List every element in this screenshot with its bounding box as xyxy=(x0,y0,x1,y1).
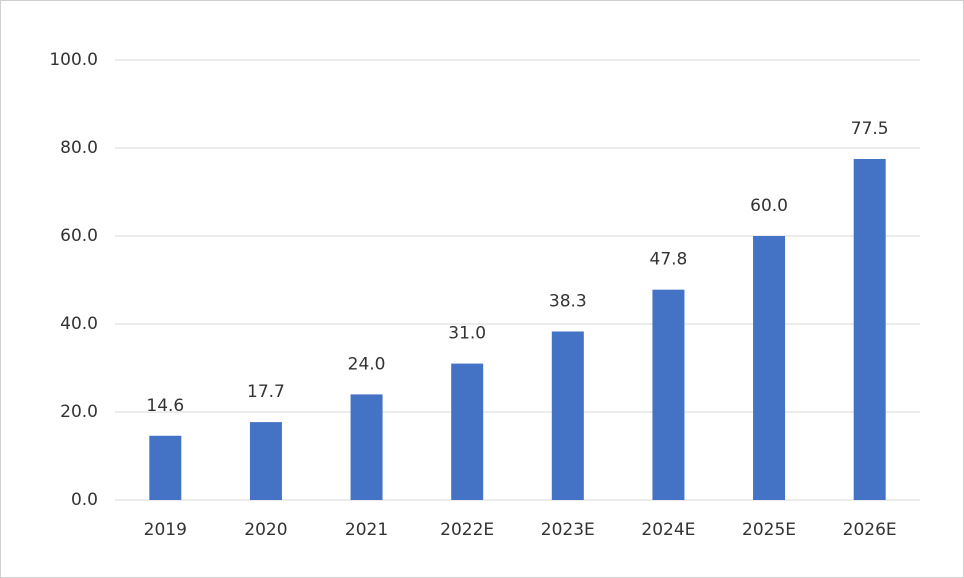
y-tick-label: 100.0 xyxy=(49,50,98,70)
bar xyxy=(451,363,484,500)
x-tick-label: 2022E xyxy=(440,520,494,540)
x-tick-label: 2026E xyxy=(843,520,897,540)
data-label: 38.3 xyxy=(549,291,587,311)
data-label: 47.8 xyxy=(650,250,688,270)
x-tick-label: 2023E xyxy=(541,520,595,540)
y-tick-label: 60.0 xyxy=(60,226,98,246)
bar xyxy=(149,435,182,500)
data-label: 60.0 xyxy=(750,196,788,216)
bar xyxy=(853,159,886,500)
y-tick-label: 20.0 xyxy=(60,402,98,422)
y-tick-label: 80.0 xyxy=(60,138,98,158)
data-label: 14.6 xyxy=(146,396,184,416)
x-tick-label: 2024E xyxy=(641,520,695,540)
bar xyxy=(753,236,786,500)
data-label: 17.7 xyxy=(247,382,285,402)
y-tick-label: 0.0 xyxy=(71,490,98,510)
data-label: 77.5 xyxy=(851,119,889,139)
bar xyxy=(652,289,685,500)
x-tick-label: 2021 xyxy=(345,520,388,540)
x-tick-label: 2019 xyxy=(144,520,187,540)
bar xyxy=(350,394,383,500)
x-tick-label: 2020 xyxy=(244,520,287,540)
bar xyxy=(551,331,584,500)
data-label: 24.0 xyxy=(348,354,386,374)
y-tick-label: 40.0 xyxy=(60,314,98,334)
bar xyxy=(249,422,282,500)
data-label: 31.0 xyxy=(448,324,486,344)
x-tick-label: 2025E xyxy=(742,520,796,540)
